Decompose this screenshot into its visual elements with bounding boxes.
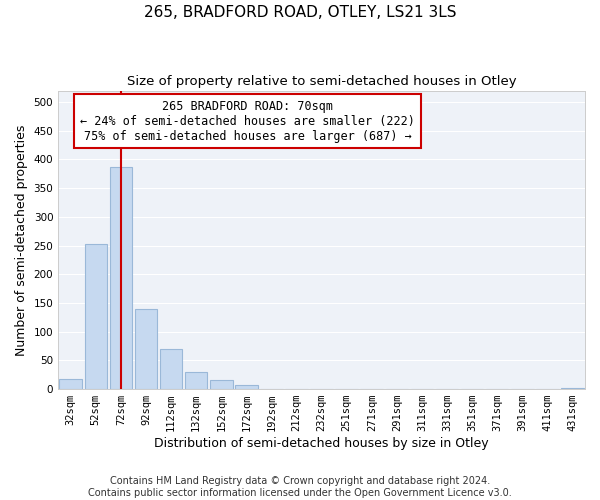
Bar [160,349,182,389]
Text: 265, BRADFORD ROAD, OTLEY, LS21 3LS: 265, BRADFORD ROAD, OTLEY, LS21 3LS [144,5,456,20]
Bar [561,388,584,389]
Bar [185,372,208,389]
X-axis label: Distribution of semi-detached houses by size in Otley: Distribution of semi-detached houses by … [154,437,489,450]
Bar [110,167,132,389]
Bar [85,244,107,389]
Bar [59,380,82,389]
Bar [134,308,157,389]
Bar [235,385,257,389]
Text: 265 BRADFORD ROAD: 70sqm
← 24% of semi-detached houses are smaller (222)
75% of : 265 BRADFORD ROAD: 70sqm ← 24% of semi-d… [80,100,415,142]
Bar [210,380,233,389]
Title: Size of property relative to semi-detached houses in Otley: Size of property relative to semi-detach… [127,75,517,88]
Text: Contains HM Land Registry data © Crown copyright and database right 2024.
Contai: Contains HM Land Registry data © Crown c… [88,476,512,498]
Y-axis label: Number of semi-detached properties: Number of semi-detached properties [15,124,28,356]
